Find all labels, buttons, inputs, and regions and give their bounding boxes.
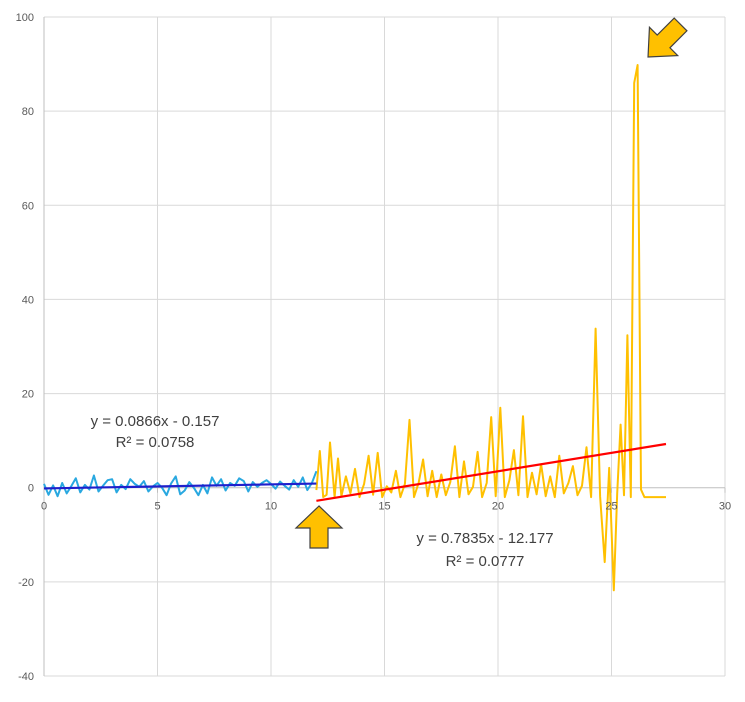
y-tick-label: 0 (28, 483, 34, 495)
trendline-2 (316, 442, 667, 502)
x-tick-label: 0 (41, 501, 47, 513)
x-tick-label: 20 (492, 501, 504, 513)
x-tick-label: 15 (378, 501, 390, 513)
x-tick-label: 25 (605, 501, 617, 513)
trendline-1 (43, 482, 317, 490)
trendlines (43, 442, 667, 502)
y-tick-label: 40 (22, 294, 34, 306)
trendline-2-r2: R² = 0.0777 (446, 553, 525, 570)
arrow-down-left-icon (647, 17, 688, 58)
gridlines (44, 16, 726, 677)
y-tick-label: -40 (18, 671, 34, 683)
arrow-up-icon (294, 505, 344, 549)
x-tick-label: 10 (265, 501, 277, 513)
y-tick-label: 20 (22, 389, 34, 401)
x-tick-label: 5 (154, 501, 160, 513)
trendline-2-equation: y = 0.7835x - 12.177 (416, 530, 553, 547)
y-tick-label: -20 (18, 577, 34, 589)
y-tick-label: 100 (16, 12, 34, 24)
trendline-1-r2: R² = 0.0758 (116, 434, 195, 451)
y-tick-label: 80 (22, 106, 34, 118)
x-tick-label: 30 (719, 501, 731, 513)
tick-labels: 0 5 10 15 20 25 30 -40 -20 0 20 40 60 80 100 (16, 12, 731, 683)
y-tick-label: 60 (22, 200, 34, 212)
trendline-1-equation: y = 0.0866x - 0.157 (91, 413, 220, 430)
axes (43, 17, 726, 676)
series-lines (43, 64, 666, 592)
series-line-2 (315, 64, 666, 592)
